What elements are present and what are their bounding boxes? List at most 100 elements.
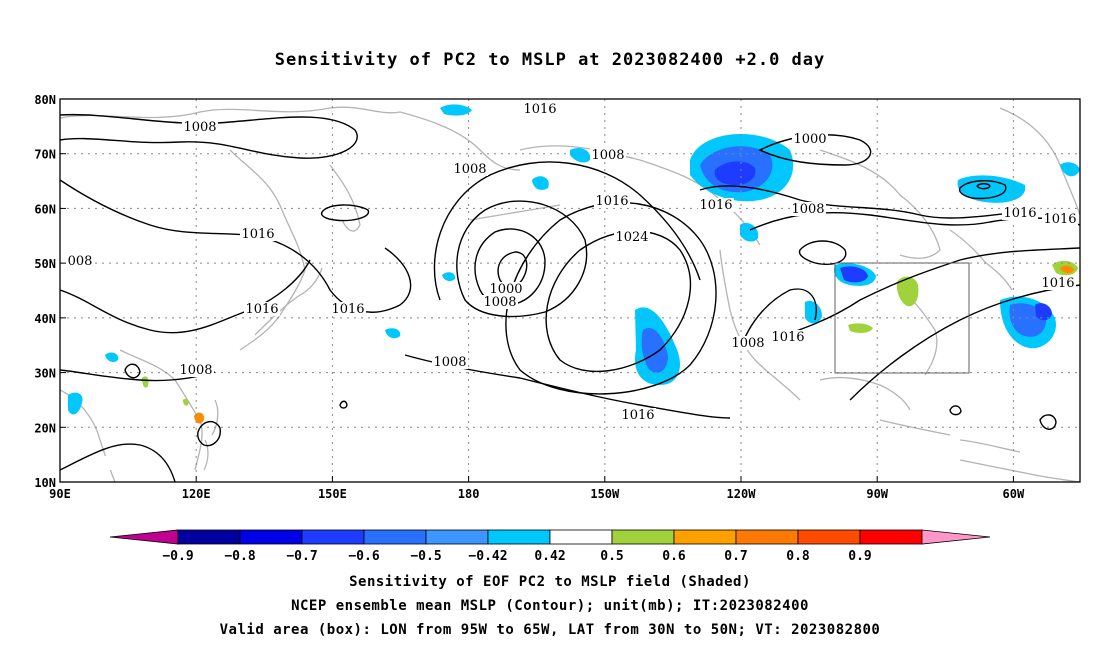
contour-ring-150e [320, 204, 370, 222]
lon-label: 180 [458, 487, 480, 501]
contour-label: 1016 [523, 102, 556, 117]
longitude-labels: 90E 120E 150E 180 150W 120W 90W 60W [49, 487, 1025, 501]
coastline-gulf [819, 376, 911, 411]
contour-1024-high [545, 230, 692, 373]
contour-label-bg [698, 198, 734, 212]
colorbar-box [549, 529, 613, 545]
colorbar-label: 0.6 [662, 549, 686, 564]
coastline-bering [399, 111, 521, 171]
colorbar-box [487, 529, 551, 545]
contour-label-bg [66, 254, 94, 268]
colorbar-label: 0.8 [786, 549, 810, 564]
lat-label: 40N [34, 312, 56, 326]
lat-label: 20N [34, 421, 56, 435]
shaded-region-weak-negative [385, 328, 401, 339]
contour-label-bg [1002, 206, 1038, 220]
contour-label: 1016 [1003, 206, 1036, 221]
coastline-greenland [999, 107, 1080, 216]
contour-1016-high [505, 201, 717, 395]
shaded-region-negative [840, 266, 868, 283]
coastline-asia-north [60, 106, 401, 119]
contour-label: 1016 [621, 408, 654, 423]
colorbar-box [611, 529, 675, 545]
contour-label: 1016 [699, 198, 732, 213]
colorbar-right-arrow [921, 529, 991, 545]
contour-1008-low [60, 443, 176, 482]
coastline-philippines [203, 399, 219, 471]
colorbar-label: −0.7 [286, 549, 317, 564]
contour-small-low-2 [976, 183, 991, 190]
colorbar-box [177, 529, 241, 545]
shaded-region-weak-positive [183, 398, 189, 406]
contour-label-bg [182, 120, 218, 134]
shaded-region-weak-negative [105, 352, 119, 363]
lon-label: 60W [1003, 487, 1025, 501]
contour-label-bg [522, 102, 558, 116]
contour-1008-asia [60, 259, 311, 334]
contour-gom-small [949, 405, 962, 416]
contour-1016-asia [60, 179, 412, 313]
contour-label: 1000 [489, 282, 522, 297]
coastline-aleutians [469, 204, 561, 221]
latitude-labels: 80N 70N 60N 50N 40N 30N 20N 10N [34, 93, 56, 490]
coastlines [60, 106, 1080, 482]
caption-line-1: Sensitivity of EOF PC2 to MSLP field (Sh… [349, 574, 751, 590]
colorbar-label: −0.6 [348, 549, 379, 564]
contour-label-bg [1042, 212, 1078, 226]
contour-label: 1008 [591, 148, 624, 163]
lon-label: 150E [318, 487, 347, 501]
colorbar-box [363, 529, 427, 545]
contour-label: 1008 [791, 202, 824, 217]
contour-label-bg [452, 162, 488, 176]
colorbar-label: −0.5 [410, 549, 441, 564]
colorbar-box [425, 529, 489, 545]
contour-label: 1016 [1043, 212, 1076, 227]
shaded-region-weak-negative [442, 272, 456, 282]
contour-small-low [958, 180, 1007, 200]
lat-label: 80N [34, 93, 56, 107]
contour-mid-small [339, 400, 348, 409]
contour-label: 1008 [433, 355, 466, 370]
lon-label: 120E [182, 487, 211, 501]
colorbar: −0.9 −0.8 −0.7 −0.6 −0.5 −0.42 0.42 0.5 0.6 0.7 0.… [109, 529, 991, 564]
caption-line-2: NCEP ensemble mean MSLP (Contour); unit(… [291, 598, 809, 614]
colorbar-label: 0.7 [724, 549, 747, 564]
coastline-caribbean [879, 419, 1021, 453]
contour-label: 1008 [453, 162, 486, 177]
shaded-region-weak-negative [740, 222, 759, 242]
contour-label-bg [244, 302, 280, 316]
contour-label-bg [488, 282, 524, 296]
colorbar-box [859, 529, 923, 545]
shaded-region-negative [1035, 303, 1052, 321]
lon-label: 120W [727, 487, 757, 501]
chart-title: Sensitivity of PC2 to MSLP at 2023082400… [274, 50, 826, 70]
contour-label-bg [330, 302, 366, 316]
contour-label: 1008 [179, 363, 212, 378]
lat-label: 10N [34, 476, 56, 490]
contour-1016-ring [433, 161, 701, 301]
shaded-region-weak-negative [1060, 162, 1080, 177]
colorbar-label: 0.9 [848, 549, 871, 564]
lon-label: 90W [866, 487, 888, 501]
colorbar-box [301, 529, 365, 545]
lon-label: 90E [49, 487, 71, 501]
contour-west-small [124, 363, 141, 379]
coastline-labrador [949, 229, 1013, 291]
contour-label: 1008 [183, 120, 216, 135]
contour-label-bg [1040, 276, 1076, 290]
contour-label: 008 [68, 254, 93, 269]
lat-label: 60N [34, 202, 56, 216]
colorbar-label: −0.42 [468, 549, 507, 564]
coastline-kamchatka [329, 164, 361, 232]
contour-label-bg [178, 363, 214, 377]
contour-label-bg [770, 330, 806, 344]
contour-1008-ring [456, 200, 588, 318]
contour-1008-taiwan [197, 421, 221, 447]
contour-label-bg [594, 194, 630, 208]
map-background [60, 99, 1080, 482]
contour-label-bg [792, 132, 828, 146]
contour-label: 1016 [595, 194, 628, 209]
map-frame [59, 98, 1081, 483]
